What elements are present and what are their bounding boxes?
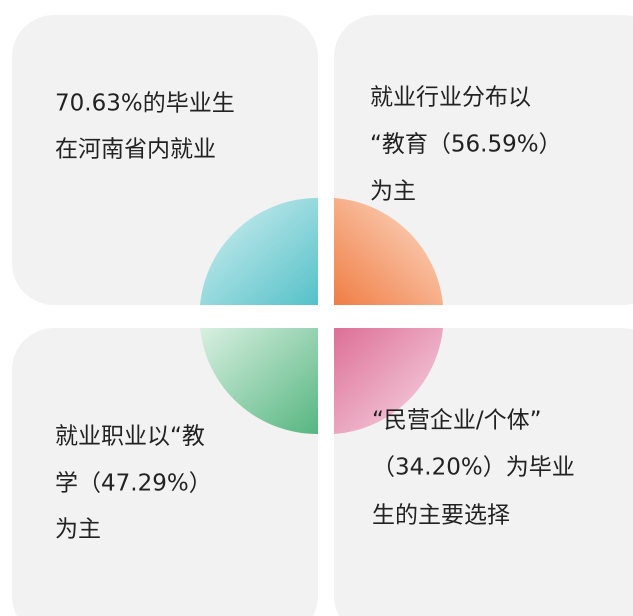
quadrant-orange <box>334 198 443 305</box>
card-text: 为主 <box>55 517 101 543</box>
card-text: 为主 <box>370 179 416 205</box>
card-text: 学（47.29%） <box>55 471 212 497</box>
card-text: 就业职业以“教 <box>55 424 205 450</box>
card-text: “民营企业/个体” <box>372 408 542 434</box>
card-text: 70.63%的毕业生 <box>55 91 235 117</box>
card-text: “教育（56.59%） <box>370 132 562 158</box>
card-text: 在河南省内就业 <box>55 137 216 163</box>
quadrant-pink <box>334 328 443 434</box>
card <box>334 328 633 616</box>
card-text: 就业行业分布以 <box>370 85 531 111</box>
quadrant-teal <box>200 197 318 305</box>
card-text: 生的主要选择 <box>372 503 510 529</box>
card-text: （34.20%）为毕业 <box>372 455 575 481</box>
quadrant-green <box>200 328 318 435</box>
